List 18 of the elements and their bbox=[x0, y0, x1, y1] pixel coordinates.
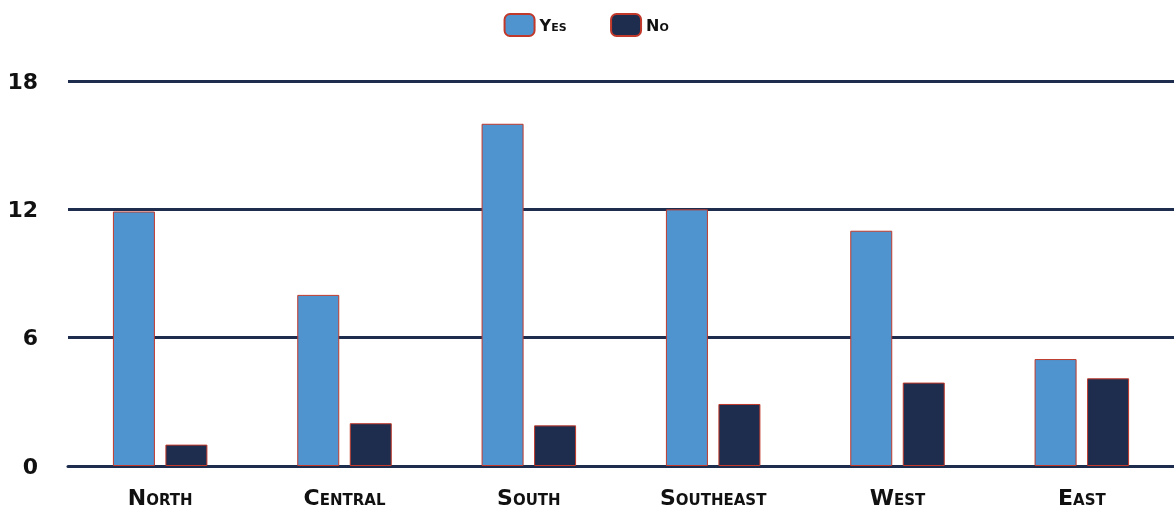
bar bbox=[665, 209, 708, 466]
bar bbox=[850, 230, 893, 466]
y-tick-label: 6 bbox=[22, 325, 38, 351]
x-tick-label: South bbox=[497, 484, 561, 510]
x-tick-label: North bbox=[127, 484, 193, 510]
bar bbox=[112, 211, 155, 466]
y-tick-label: 18 bbox=[7, 68, 38, 94]
bar bbox=[1034, 359, 1077, 466]
y-tick-label: 12 bbox=[7, 196, 38, 222]
x-tick-label: East bbox=[1057, 484, 1107, 510]
x-tick-label: Southeast bbox=[659, 484, 768, 510]
bar bbox=[297, 294, 340, 466]
legend-label: Yes bbox=[538, 15, 567, 35]
x-tick-label: West bbox=[869, 484, 927, 510]
y-tick-label: 0 bbox=[22, 453, 38, 479]
legend-label: No bbox=[646, 15, 669, 35]
bar bbox=[481, 123, 524, 466]
x-tick-label: Central bbox=[303, 484, 386, 510]
